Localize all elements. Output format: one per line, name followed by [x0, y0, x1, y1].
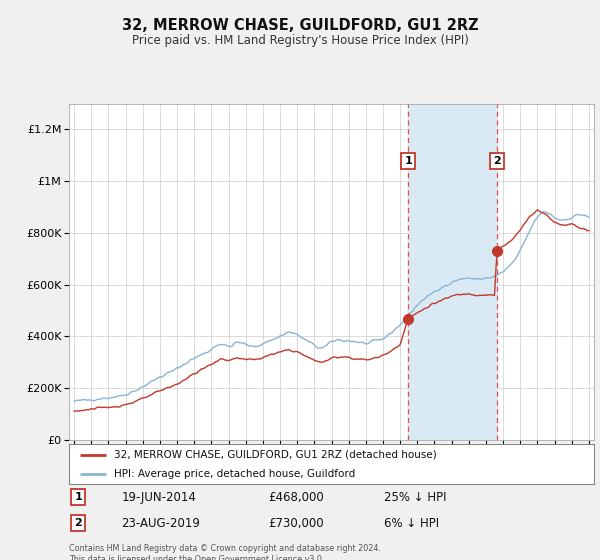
Text: 2: 2 [493, 156, 501, 166]
Text: 23-AUG-2019: 23-AUG-2019 [121, 516, 200, 530]
Text: 25% ↓ HPI: 25% ↓ HPI [384, 491, 446, 504]
Text: 32, MERROW CHASE, GUILDFORD, GU1 2RZ: 32, MERROW CHASE, GUILDFORD, GU1 2RZ [122, 18, 478, 32]
Text: 19-JUN-2014: 19-JUN-2014 [121, 491, 196, 504]
Text: 1: 1 [404, 156, 412, 166]
Text: Contains HM Land Registry data © Crown copyright and database right 2024.
This d: Contains HM Land Registry data © Crown c… [69, 544, 381, 560]
Text: 1: 1 [74, 492, 82, 502]
Text: Price paid vs. HM Land Registry's House Price Index (HPI): Price paid vs. HM Land Registry's House … [131, 34, 469, 47]
Text: £468,000: £468,000 [269, 491, 324, 504]
Text: HPI: Average price, detached house, Guildford: HPI: Average price, detached house, Guil… [113, 469, 355, 478]
Text: £730,000: £730,000 [269, 516, 324, 530]
Text: 32, MERROW CHASE, GUILDFORD, GU1 2RZ (detached house): 32, MERROW CHASE, GUILDFORD, GU1 2RZ (de… [113, 450, 436, 460]
Text: 2: 2 [74, 518, 82, 528]
Text: 6% ↓ HPI: 6% ↓ HPI [384, 516, 439, 530]
Bar [408, 104, 497, 440]
